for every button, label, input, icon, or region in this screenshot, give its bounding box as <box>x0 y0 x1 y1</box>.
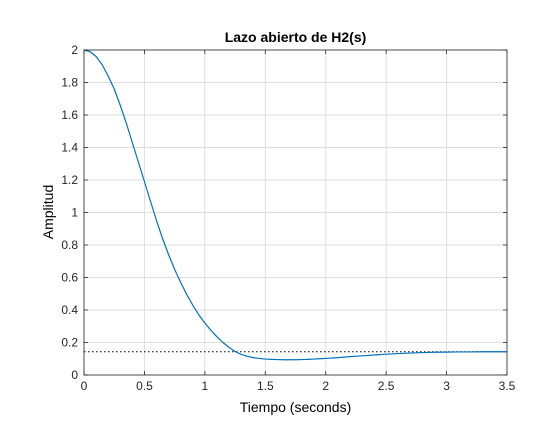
y-axis-title: Amplitud <box>40 185 56 239</box>
y-tick-label: 1.8 <box>61 76 78 90</box>
x-tick-label: 0.5 <box>136 379 153 393</box>
y-tick-label: 0.8 <box>61 238 78 252</box>
y-tick-label: 0.6 <box>61 271 78 285</box>
y-tick-labels: 0 0.2 0.4 0.6 0.8 1 1.2 1.4 1.6 1.8 2 <box>61 43 78 382</box>
y-tick-label: 0.4 <box>61 303 78 317</box>
y-tick-label: 2 <box>71 43 78 57</box>
x-axis-title: Tiempo (seconds) <box>240 399 352 415</box>
y-tick-label: 1 <box>71 206 78 220</box>
x-tick-label: 1 <box>202 379 209 393</box>
y-tick-label: 1.2 <box>61 173 78 187</box>
chart-title: Lazo abierto de H2(s) <box>225 29 367 45</box>
y-tick-label: 1.4 <box>61 141 78 155</box>
x-tick-label: 1.5 <box>257 379 274 393</box>
y-tick-label: 0 <box>71 368 78 382</box>
x-tick-label: 3 <box>443 379 450 393</box>
x-tick-label: 2 <box>322 379 329 393</box>
x-tick-label: 2.5 <box>378 379 395 393</box>
y-tick-label: 0.2 <box>61 336 78 350</box>
x-tick-labels: 0 0.5 1 1.5 2 2.5 3 3.5 <box>81 379 516 393</box>
y-tick-label: 1.6 <box>61 108 78 122</box>
x-tick-label: 3.5 <box>499 379 516 393</box>
x-tick-label: 0 <box>81 379 88 393</box>
